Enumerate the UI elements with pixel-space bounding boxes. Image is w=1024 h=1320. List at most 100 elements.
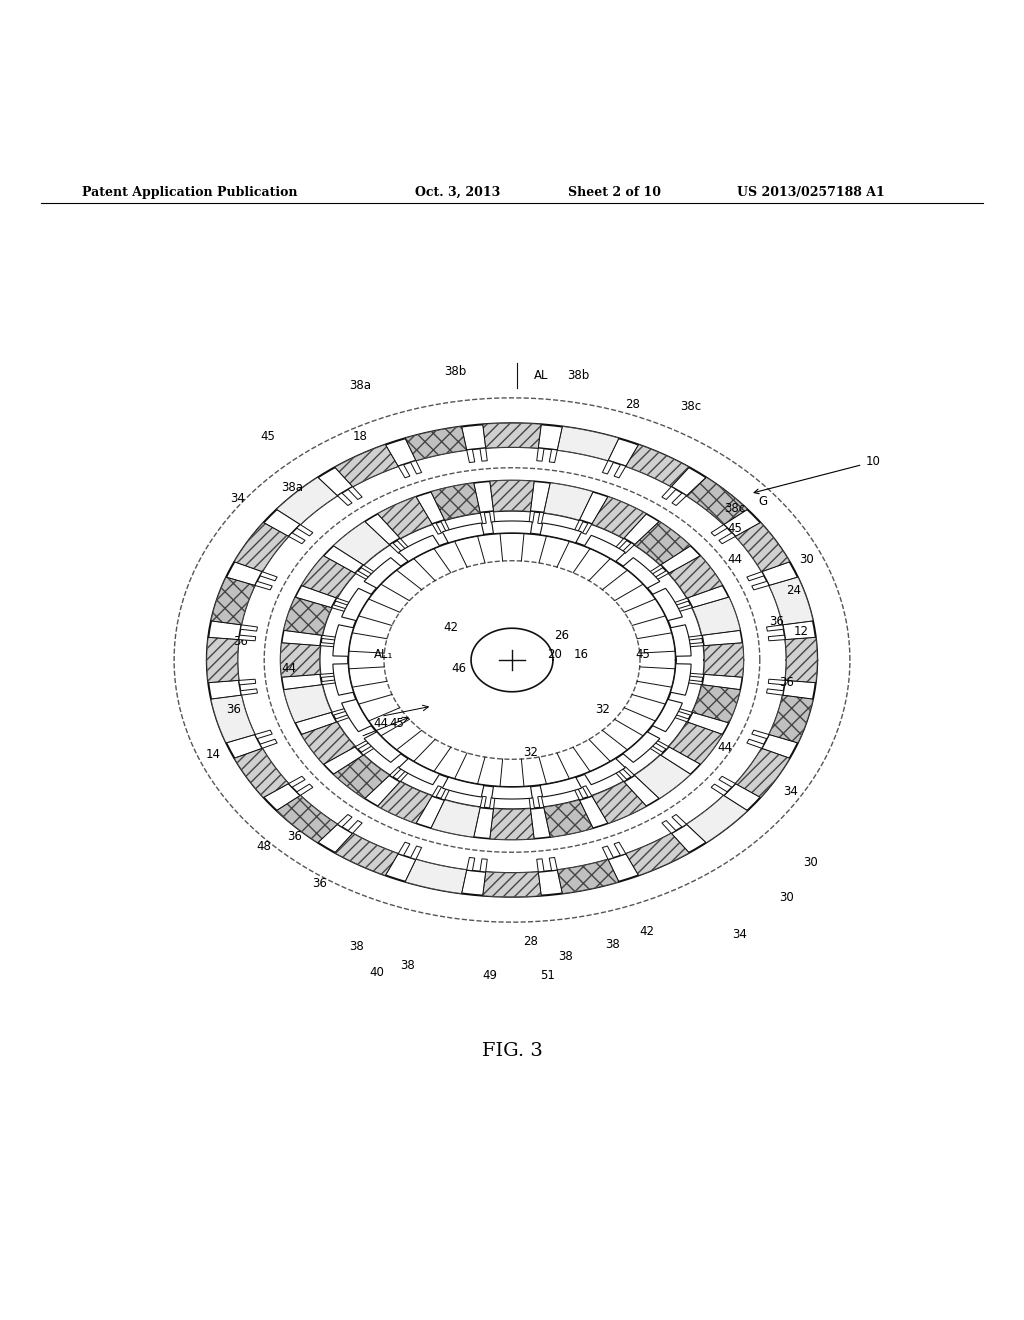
Polygon shape [492,521,532,533]
Text: 20: 20 [548,648,562,661]
Polygon shape [585,536,626,561]
Polygon shape [411,461,422,474]
Polygon shape [719,776,735,787]
Text: 38: 38 [605,939,620,952]
Polygon shape [480,512,486,524]
Polygon shape [322,635,336,640]
Polygon shape [623,731,659,763]
Text: 38: 38 [349,940,364,953]
Polygon shape [711,524,727,536]
Polygon shape [626,445,689,487]
Polygon shape [467,858,475,871]
Polygon shape [746,572,764,581]
Polygon shape [672,814,686,828]
Polygon shape [649,565,664,574]
Text: Patent Application Publication: Patent Application Publication [82,186,297,198]
Text: 36: 36 [288,830,302,842]
Polygon shape [785,638,817,682]
Text: 36: 36 [312,876,327,890]
Polygon shape [662,821,676,833]
Text: 44: 44 [718,741,732,754]
Text: 45: 45 [261,430,275,444]
Polygon shape [431,800,480,837]
Polygon shape [489,480,535,511]
Polygon shape [672,492,686,506]
Text: 44: 44 [374,717,388,730]
Polygon shape [540,523,582,543]
Polygon shape [669,722,723,764]
Text: 36: 36 [226,702,241,715]
Polygon shape [389,767,401,777]
Polygon shape [769,696,813,743]
Text: 36: 36 [769,615,783,627]
Polygon shape [686,478,748,524]
Text: 44: 44 [728,553,742,566]
Polygon shape [365,557,401,589]
Polygon shape [301,722,355,764]
Polygon shape [442,523,484,543]
Polygon shape [334,755,389,799]
Polygon shape [529,511,535,523]
Polygon shape [365,731,401,763]
Text: G: G [759,495,767,508]
Polygon shape [689,673,703,677]
Polygon shape [338,814,352,828]
Polygon shape [207,638,239,682]
Polygon shape [389,543,401,553]
Polygon shape [669,556,723,598]
Polygon shape [592,496,646,539]
Text: 34: 34 [230,492,245,504]
Polygon shape [538,512,544,524]
Polygon shape [260,739,278,748]
Polygon shape [334,521,389,565]
Polygon shape [360,746,375,755]
Polygon shape [348,821,362,833]
Polygon shape [480,859,487,873]
Text: 14: 14 [206,747,220,760]
Polygon shape [480,796,486,808]
Polygon shape [398,465,410,478]
Polygon shape [489,809,535,840]
Polygon shape [355,741,369,750]
Polygon shape [689,643,703,647]
Polygon shape [537,447,544,461]
Polygon shape [284,597,332,635]
Text: 26: 26 [554,628,568,642]
Polygon shape [234,523,289,572]
Polygon shape [255,730,272,739]
Polygon shape [623,543,635,553]
Polygon shape [574,520,584,532]
Polygon shape [335,714,350,722]
Polygon shape [378,781,432,824]
Text: 16: 16 [574,648,589,661]
Polygon shape [360,565,375,574]
Text: 45: 45 [728,523,742,536]
Polygon shape [335,598,350,606]
Polygon shape [211,577,255,624]
Polygon shape [678,605,692,611]
Text: 36: 36 [779,676,794,689]
Polygon shape [711,784,727,796]
Polygon shape [557,859,618,894]
Text: 34: 34 [732,928,746,941]
Polygon shape [635,521,690,565]
Polygon shape [489,797,495,809]
Text: 38a: 38a [281,482,303,495]
Text: 30: 30 [779,891,794,904]
Polygon shape [255,581,272,590]
Text: 44: 44 [282,661,296,675]
Polygon shape [767,624,783,631]
Text: 45: 45 [390,717,404,730]
Polygon shape [549,449,557,462]
Text: 42: 42 [443,620,458,634]
Polygon shape [585,759,626,784]
Polygon shape [752,581,769,590]
Polygon shape [241,624,257,631]
Polygon shape [239,680,256,685]
Polygon shape [752,730,769,739]
Polygon shape [467,449,475,462]
Polygon shape [342,589,372,620]
Polygon shape [768,635,785,640]
Polygon shape [482,424,542,447]
Polygon shape [482,873,542,896]
